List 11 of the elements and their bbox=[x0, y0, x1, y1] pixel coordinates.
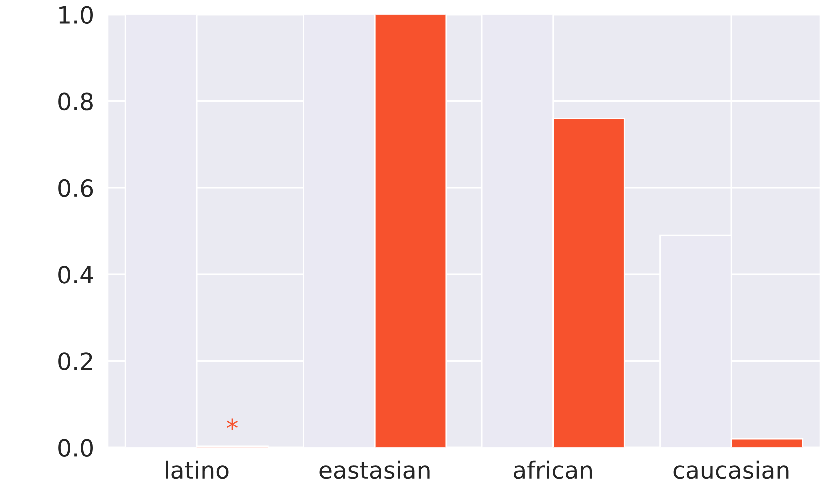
y-tick-label: 0.8 bbox=[58, 92, 93, 111]
y-tick-label: 0.4 bbox=[58, 266, 94, 284]
y-tick-label: 0.6 bbox=[58, 179, 94, 198]
y-tick-label: 0.2 bbox=[58, 352, 92, 370]
x-tick-label: african bbox=[514, 460, 592, 480]
x-tick-label: caucasian bbox=[674, 460, 789, 480]
y-tick-label: 1.0 bbox=[60, 6, 94, 24]
annotation: * bbox=[227, 418, 238, 430]
x-tick-label: latino bbox=[166, 460, 229, 480]
y-tick-label: 0.0 bbox=[58, 439, 94, 458]
x-tick-label: eastasian bbox=[320, 460, 430, 480]
